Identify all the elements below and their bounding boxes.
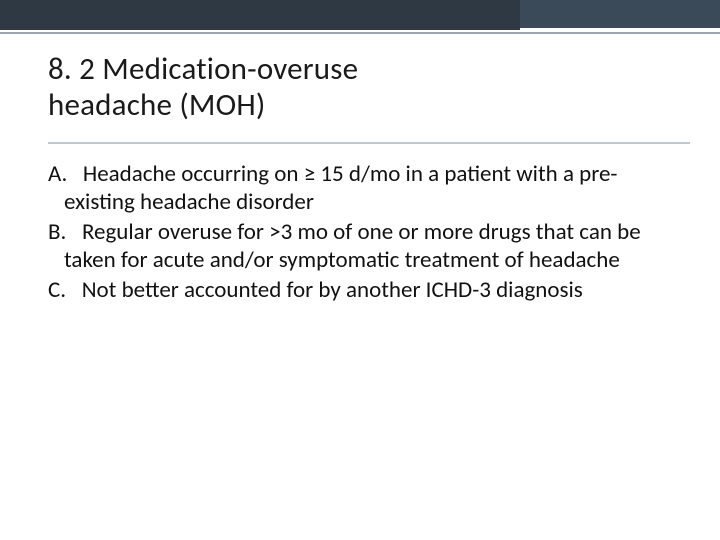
top-decorative-band: [0, 0, 720, 30]
criterion-c: C. Not better accounted for by another I…: [48, 276, 660, 304]
criterion-a: A. Headache occurring on ≥ 15 d/mo in a …: [48, 160, 660, 216]
criterion-a-text: Headache occurring on ≥ 15 d/mo in a pat…: [64, 160, 617, 216]
title-underline: [48, 142, 690, 144]
slide-body: A. Headache occurring on ≥ 15 d/mo in a …: [48, 160, 660, 306]
slide-title: 8. 2 Medication-overuse headache (MOH): [48, 52, 660, 123]
slide: 8. 2 Medication-overuse headache (MOH) A…: [0, 0, 720, 540]
top-band-dark: [0, 0, 720, 30]
criterion-c-text: Not better accounted for by another ICHD…: [82, 276, 583, 304]
title-line-2: headache (MOH): [48, 86, 265, 124]
criterion-a-label: A.: [48, 160, 67, 188]
top-band-thinline: [0, 32, 720, 34]
criterion-b: B. Regular overuse for >3 mo of one or m…: [48, 218, 660, 274]
criterion-c-label: C.: [48, 276, 66, 304]
title-line-1: 8. 2 Medication-overuse: [48, 50, 358, 88]
criterion-b-label: B.: [48, 218, 66, 246]
criterion-b-text: Regular overuse for >3 mo of one or more…: [64, 218, 641, 274]
